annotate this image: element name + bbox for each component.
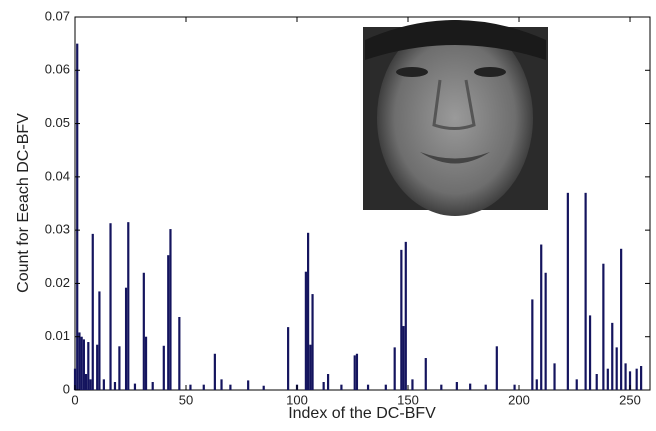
bar xyxy=(544,272,547,390)
y-tick-label: 0.04 xyxy=(45,168,70,183)
bar xyxy=(455,382,458,390)
bar xyxy=(144,336,148,390)
x-tick-label: 50 xyxy=(179,392,193,407)
bar xyxy=(402,326,405,390)
plot-frame xyxy=(74,16,651,391)
bar xyxy=(89,379,92,390)
bar xyxy=(133,383,137,390)
bar xyxy=(167,255,170,390)
bar xyxy=(566,192,569,390)
x-tick-label: 250 xyxy=(619,392,641,407)
bar xyxy=(85,374,88,390)
bar xyxy=(640,366,643,390)
x-tick-label: 100 xyxy=(286,392,308,407)
bar xyxy=(213,353,216,390)
bar xyxy=(384,384,387,390)
bar xyxy=(513,384,516,390)
bar xyxy=(202,384,205,390)
bar xyxy=(98,291,101,390)
bar xyxy=(247,380,250,390)
y-tick-label: 0.06 xyxy=(45,62,70,77)
bar xyxy=(142,272,145,390)
bar xyxy=(118,346,121,390)
bar xyxy=(127,222,130,390)
bar xyxy=(635,368,638,390)
bar xyxy=(169,229,172,390)
bar xyxy=(309,344,312,390)
bar xyxy=(531,299,534,390)
y-tick-label: 0.05 xyxy=(45,115,70,130)
y-tick-label: 0 xyxy=(63,381,70,396)
bar xyxy=(96,344,99,390)
bar xyxy=(307,232,310,390)
bar xyxy=(440,384,443,390)
bar xyxy=(151,382,154,390)
bar xyxy=(484,384,487,390)
bar xyxy=(606,368,609,390)
bar xyxy=(311,294,314,390)
bar xyxy=(411,379,414,390)
bar xyxy=(595,374,598,390)
bar xyxy=(355,353,359,390)
bar xyxy=(624,363,627,390)
bar xyxy=(102,379,105,390)
x-tick-label: 150 xyxy=(397,392,419,407)
bar xyxy=(178,316,181,390)
bar xyxy=(87,342,90,390)
bar xyxy=(540,244,543,390)
bar xyxy=(535,379,538,390)
bar xyxy=(220,379,223,390)
bar xyxy=(287,327,290,390)
bar xyxy=(620,248,623,390)
bar xyxy=(326,374,330,390)
y-tick-label: 0.02 xyxy=(45,275,70,290)
bar xyxy=(73,368,77,390)
bar xyxy=(340,384,343,390)
bar xyxy=(615,347,618,390)
bar xyxy=(588,315,592,390)
bar xyxy=(113,382,117,390)
bar xyxy=(109,223,112,390)
bar xyxy=(80,336,83,390)
bar xyxy=(553,363,556,390)
x-axis-label: Index of the DC-BFV xyxy=(288,405,436,422)
y-axis-label: Count for Eeach DC-BFV xyxy=(15,113,32,293)
bar xyxy=(322,382,325,390)
bar xyxy=(393,347,396,390)
bar xyxy=(262,385,265,390)
bar xyxy=(366,384,370,390)
bar xyxy=(353,355,356,390)
bar xyxy=(400,249,403,390)
face-photo xyxy=(363,20,548,216)
bar xyxy=(229,384,232,390)
y-tick-label: 0.07 xyxy=(45,8,70,23)
bar xyxy=(584,192,587,390)
bar xyxy=(575,379,578,390)
bar xyxy=(611,322,614,390)
bar xyxy=(162,345,165,390)
bar xyxy=(602,263,605,390)
bar xyxy=(628,371,632,390)
y-tick-label: 0.03 xyxy=(45,222,70,237)
x-tick-label: 0 xyxy=(71,392,78,407)
bar xyxy=(76,43,79,391)
bar xyxy=(469,383,472,390)
x-tick-label: 200 xyxy=(508,392,530,407)
bar xyxy=(304,271,307,390)
bar xyxy=(424,358,427,390)
bar xyxy=(189,384,192,390)
bar xyxy=(124,287,128,390)
bar xyxy=(78,332,81,390)
y-tick-label: 0.01 xyxy=(45,328,70,343)
bar xyxy=(404,241,407,390)
bar xyxy=(91,233,94,390)
bar xyxy=(495,346,498,390)
bar xyxy=(82,339,85,390)
